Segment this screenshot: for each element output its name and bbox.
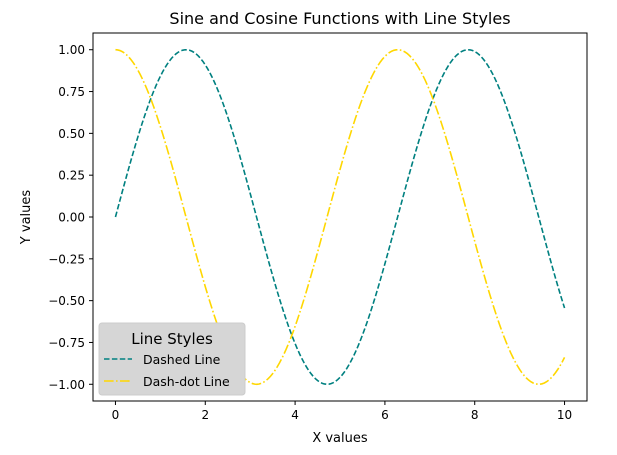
y-axis-ticks: 1.00 0.75 0.50 0.25 0.00 −0.25 −0.50 −0.75 −1.00 (48, 43, 93, 392)
x-tick-label: 4 (291, 408, 299, 422)
legend-label-dashed: Dashed Line (143, 352, 221, 367)
y-tick-label: −0.25 (48, 252, 85, 266)
y-tick-label: 1.00 (58, 43, 85, 57)
y-tick-label: 0.75 (58, 85, 85, 99)
x-tick-label: 6 (381, 408, 389, 422)
y-tick-label: 0.00 (58, 211, 85, 225)
y-tick-label: −0.75 (48, 336, 85, 350)
series-layer (114, 48, 566, 386)
x-tick-label: 10 (557, 408, 572, 422)
chart-title: Sine and Cosine Functions with Line Styl… (169, 9, 510, 28)
legend: Line Styles Dashed Line Dash-dot Line (98, 322, 246, 396)
y-axis-label: Y values (19, 190, 34, 246)
y-tick-label: −0.50 (48, 294, 85, 308)
series-line-dashed (114, 48, 566, 386)
x-tick-label: 0 (112, 408, 120, 422)
y-tick-label: 0.25 (58, 169, 85, 183)
legend-label-dashdot: Dash-dot Line (143, 374, 230, 389)
legend-title: Line Styles (131, 330, 213, 348)
x-axis-ticks: 0 2 4 6 8 10 (112, 401, 572, 422)
x-tick-label: 8 (471, 408, 479, 422)
legend-box (98, 322, 246, 396)
y-tick-label: −1.00 (48, 378, 85, 392)
y-tick-label: 0.50 (58, 127, 85, 141)
series-line-dashdot (115, 48, 566, 386)
x-axis-label: X values (312, 431, 368, 446)
x-tick-label: 2 (201, 408, 209, 422)
